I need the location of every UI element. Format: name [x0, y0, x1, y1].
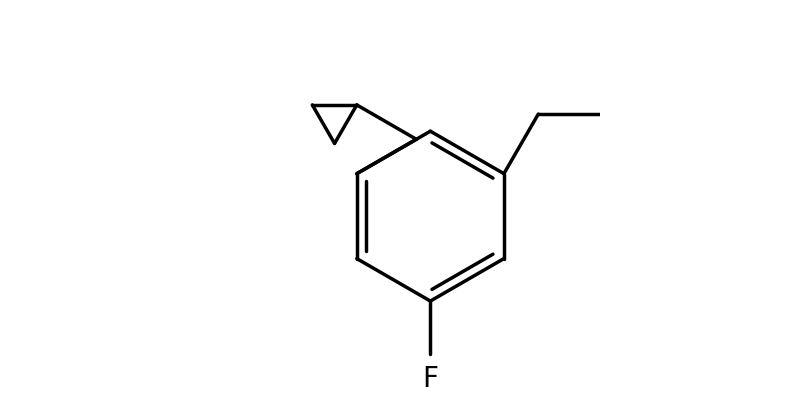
Text: F: F	[423, 364, 439, 392]
